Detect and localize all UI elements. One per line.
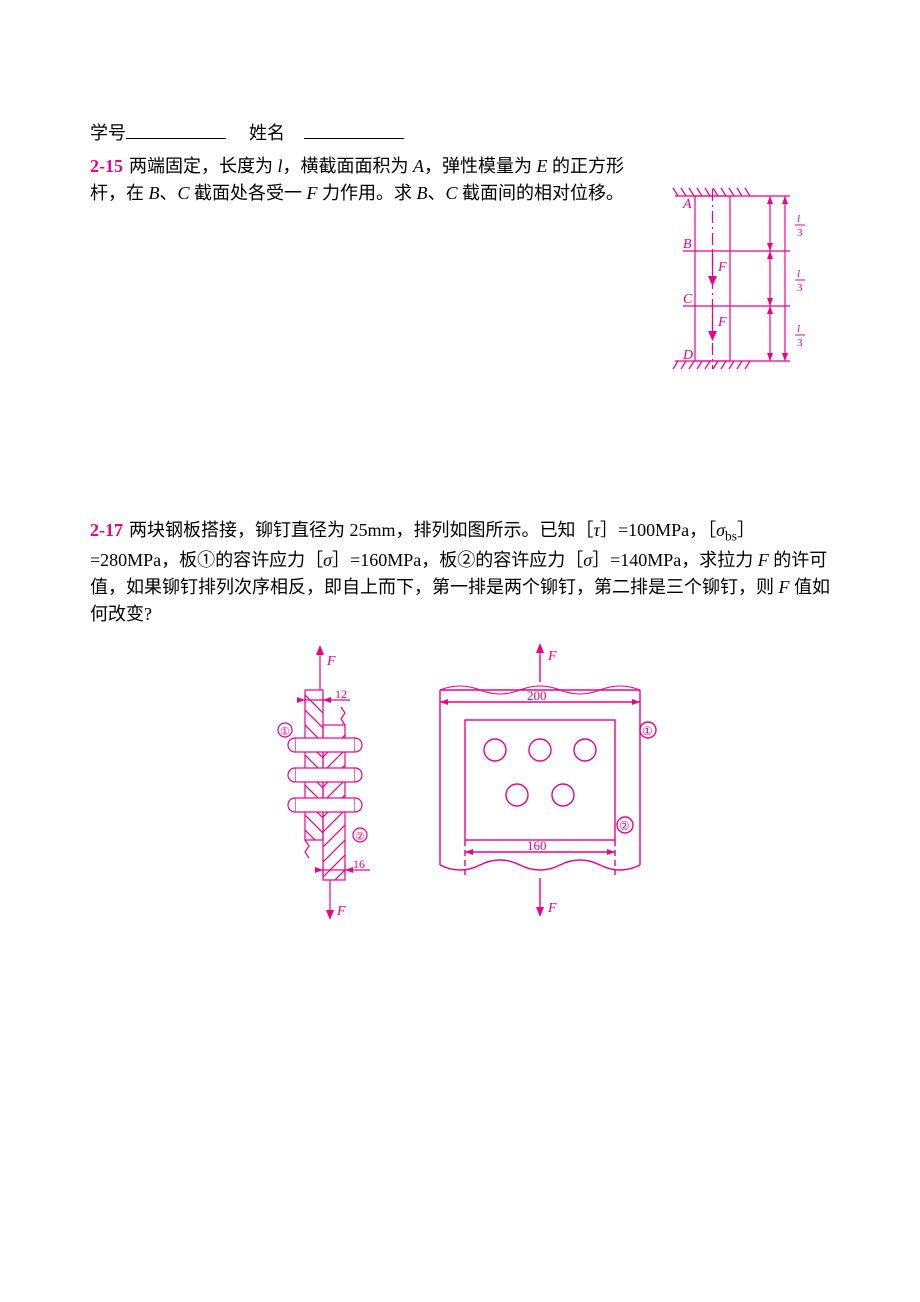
lbl-circ2-left: ② bbox=[355, 831, 365, 843]
lbl-200: 200 bbox=[527, 688, 547, 703]
figure-2-15: A B C D F F l 3 l bbox=[655, 181, 830, 376]
lbl-circ1-right: ① bbox=[642, 724, 653, 738]
lbl-C: C bbox=[683, 292, 693, 307]
sub-bs: bs bbox=[725, 528, 737, 543]
svg-text:l: l bbox=[797, 323, 800, 335]
header-line: 学号 姓名 bbox=[90, 118, 830, 147]
figure-2-15-svg: A B C D F F l 3 l bbox=[655, 181, 830, 376]
lbl-B: B bbox=[683, 237, 692, 252]
svg-text:l: l bbox=[797, 213, 800, 225]
lbl-F2: F bbox=[717, 315, 727, 330]
t: 截面间的相对位移。 bbox=[458, 183, 625, 203]
var-sigma1: σ bbox=[323, 550, 332, 570]
t: 、 bbox=[428, 183, 446, 203]
student-id-label: 学号 bbox=[90, 123, 126, 143]
lbl-F1: F bbox=[717, 260, 727, 275]
var-F: F bbox=[307, 183, 318, 203]
t: 截面处各受一 bbox=[190, 183, 307, 203]
t: ］=160MPa，板②的容许应力［ bbox=[332, 550, 583, 570]
var-C2: C bbox=[446, 183, 458, 203]
var-E: E bbox=[537, 156, 548, 176]
t: 两端固定，长度为 bbox=[129, 156, 278, 176]
var-sigma-bs: σ bbox=[716, 520, 725, 540]
var-sigma2: σ bbox=[583, 550, 592, 570]
problem-2-17-text: 2-17两块钢板搭接，铆钉直径为 25mm，排列如图所示。已知［τ］=100MP… bbox=[90, 517, 830, 628]
svg-text:3: 3 bbox=[797, 337, 803, 349]
svg-text:3: 3 bbox=[797, 227, 803, 239]
problem-2-15: 2-15两端固定，长度为 l，横截面面积为 A，弹性模量为 E 的正方形杆，在 … bbox=[90, 153, 830, 207]
var-B: B bbox=[149, 183, 160, 203]
name-field bbox=[304, 118, 404, 139]
t: 两块钢板搭接，铆钉直径为 25mm，排列如图所示。已知［ bbox=[129, 520, 594, 540]
problem-number: 2-17 bbox=[90, 520, 123, 540]
lbl-Ftop-right: F bbox=[547, 649, 557, 664]
lbl-160: 160 bbox=[527, 838, 547, 853]
var-B2: B bbox=[417, 183, 428, 203]
var-C: C bbox=[178, 183, 190, 203]
frac-2: l 3 bbox=[795, 268, 805, 294]
var-F1: F bbox=[758, 550, 769, 570]
lbl-circ2-right: ② bbox=[619, 819, 630, 833]
figure-2-17: F F 12 16 ① ② bbox=[245, 640, 675, 930]
frac-3: l 3 bbox=[795, 323, 805, 349]
lbl-Fbot-left: F bbox=[336, 904, 346, 919]
t: ］=140MPa，求拉力 bbox=[592, 550, 758, 570]
lbl-12: 12 bbox=[335, 687, 347, 701]
lbl-Ftop-left: F bbox=[326, 654, 336, 669]
lbl-D: D bbox=[682, 348, 693, 363]
lbl-circ1-left: ① bbox=[280, 726, 290, 738]
t: ，弹性模量为 bbox=[424, 156, 537, 176]
svg-text:3: 3 bbox=[797, 282, 803, 294]
var-F2: F bbox=[779, 577, 790, 597]
page-root: 学号 姓名 2-15两端固定，长度为 l，横截面面积为 A，弹性模量为 E 的正… bbox=[0, 0, 920, 1302]
problem-2-17: 2-17两块钢板搭接，铆钉直径为 25mm，排列如图所示。已知［τ］=100MP… bbox=[90, 517, 830, 930]
student-id-field bbox=[126, 118, 226, 139]
frac-1: l 3 bbox=[795, 213, 805, 239]
t: ］=100MPa，［ bbox=[600, 520, 716, 540]
problem-number: 2-15 bbox=[90, 156, 123, 176]
t: 力作用。求 bbox=[318, 183, 417, 203]
t: 、 bbox=[160, 183, 178, 203]
figure-2-17-svg: F F 12 16 ① ② bbox=[245, 640, 675, 930]
t: ，横截面面积为 bbox=[283, 156, 414, 176]
name-label: 姓名 bbox=[249, 123, 285, 143]
svg-text:l: l bbox=[797, 268, 800, 280]
lbl-16: 16 bbox=[353, 857, 365, 871]
lbl-Fbot-right: F bbox=[547, 901, 557, 916]
lbl-A: A bbox=[682, 197, 692, 212]
var-A: A bbox=[413, 156, 424, 176]
